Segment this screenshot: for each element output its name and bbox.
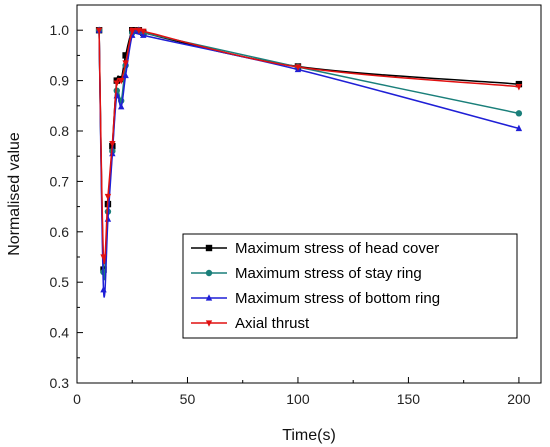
- data-point-triangle-down: [515, 84, 523, 91]
- legend-entry-label: Maximum stress of head cover: [235, 240, 439, 257]
- data-point-triangle-up: [205, 294, 213, 301]
- y-axis-label: Normalised value: [6, 132, 23, 256]
- y-tick-label: 0.7: [50, 173, 70, 189]
- y-tick-label: 0.9: [50, 73, 70, 89]
- data-point-square: [122, 52, 129, 59]
- data-point-triangle-down: [205, 320, 213, 327]
- data-point-triangle-up: [104, 215, 112, 222]
- y-tick-label: 0.8: [50, 123, 70, 139]
- data-point-triangle-down: [104, 193, 112, 201]
- series-line: [98, 28, 520, 281]
- x-tick-label: 200: [507, 391, 531, 407]
- data-point-triangle-down: [100, 254, 107, 261]
- x-tick-label: 0: [73, 391, 81, 407]
- y-tick-label: 0.4: [50, 325, 70, 341]
- legend: Maximum stress of head cover Maximum stre…: [182, 233, 518, 339]
- series-4: [95, 27, 523, 265]
- x-tick-label: 150: [397, 391, 421, 407]
- data-point-circle: [205, 269, 213, 277]
- data-point-triangle-up: [100, 285, 107, 293]
- series-layer: [95, 26, 523, 298]
- data-point-triangle-down: [129, 28, 136, 36]
- x-tick-label: 50: [180, 391, 196, 407]
- axes: 0 50 100 150 200 0.3 0.4 0.5 0.6 0.7 0.8 0.9 1.0: [50, 4, 542, 407]
- data-point-triangle-up: [117, 103, 125, 110]
- data-point-circle: [515, 110, 523, 117]
- data-point-triangle-down: [109, 141, 116, 148]
- data-point-triangle-up: [122, 71, 129, 79]
- data-point-triangle-up: [515, 124, 523, 132]
- plot-frame: [76, 4, 542, 384]
- y-tick-label: 0.3: [50, 375, 70, 391]
- data-point-square: [205, 244, 213, 252]
- data-point-triangle-down: [95, 27, 103, 34]
- data-point-triangle-down: [122, 60, 129, 67]
- y-tick-label: 1.0: [50, 22, 70, 38]
- x-axis-label: Time(s): [282, 427, 336, 444]
- data-point-triangle-down: [140, 28, 147, 36]
- legend-entry-label: Maximum stress of stay ring: [235, 265, 422, 282]
- x-tick-label: 100: [286, 391, 310, 407]
- data-point-triangle-down: [294, 64, 302, 71]
- data-point-triangle-down: [117, 78, 125, 85]
- series-line: [98, 27, 519, 265]
- y-tick-label: 0.5: [50, 274, 70, 290]
- data-point-triangle-down: [113, 80, 120, 87]
- y-tick-label: 0.6: [50, 224, 70, 240]
- legend-entry-label: Axial thrust: [235, 315, 310, 332]
- legend-box: [182, 233, 518, 339]
- legend-entry-label: Maximum stress of bottom ring: [235, 290, 440, 307]
